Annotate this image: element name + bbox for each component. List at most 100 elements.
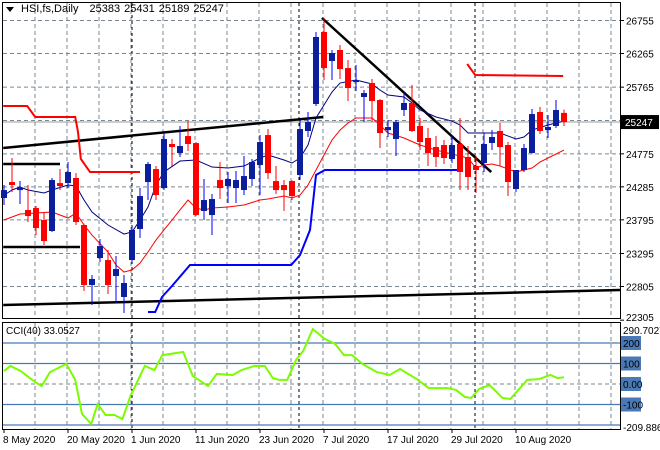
bear-candle: [57, 169, 63, 191]
bear-candle: [465, 146, 471, 190]
candle-body: [9, 182, 15, 186]
dropdown-triangle-icon[interactable]: [6, 6, 14, 12]
bull-candle: [49, 178, 55, 233]
candle-body: [97, 246, 103, 259]
bull-candle: [385, 120, 391, 137]
bear-candle: [289, 180, 295, 201]
bull-candle: [353, 65, 359, 92]
bull-candle: [529, 109, 535, 154]
bull-candle: [225, 172, 231, 203]
bear-candle: [417, 118, 423, 151]
bull-candle: [313, 32, 319, 107]
bull-candle: [161, 133, 167, 191]
candle-body: [281, 185, 287, 191]
bear-candle: [153, 166, 159, 201]
high-value: 25431: [124, 3, 155, 15]
candle-body: [417, 126, 423, 143]
current-price-box: [621, 115, 659, 130]
candle-body: [377, 100, 383, 134]
bull-candle: [113, 256, 119, 304]
candle-body: [129, 229, 135, 261]
bull-candle: [65, 162, 71, 189]
bear-candle: [497, 123, 503, 167]
bear-candle: [9, 158, 15, 193]
x-tick-label: 20 May 2020: [67, 435, 125, 446]
bear-candle: [345, 60, 351, 102]
cci-level-box: [621, 356, 641, 371]
candle-body: [321, 32, 327, 69]
bull-candle: [489, 130, 495, 151]
bear-candle: [321, 18, 327, 81]
bear-candle: [369, 79, 375, 123]
bull-candle: [361, 90, 367, 123]
price-tick-label: 24775: [626, 150, 654, 161]
upper-trendline: [3, 115, 324, 150]
candle-body: [529, 114, 535, 154]
bear-candle: [185, 121, 191, 152]
candle-body: [345, 68, 351, 89]
main-pane-frame: [2, 2, 621, 319]
lower-trendline: [3, 288, 621, 307]
candle-body: [49, 180, 55, 232]
bull-candle: [401, 93, 407, 116]
bear-candle: [281, 180, 287, 212]
bear-candle: [425, 128, 431, 167]
bull-candle: [97, 239, 103, 263]
candle-body: [169, 144, 175, 148]
chart-title: HSI,fs,Daily 25383 25431 25189 25247: [6, 3, 224, 15]
bull-candle: [297, 120, 303, 181]
bear-candle: [433, 136, 439, 168]
candle-body: [337, 49, 343, 70]
cci-title: CCI(40) 33.0527: [6, 326, 80, 337]
candle-body: [217, 180, 223, 189]
candle-body: [553, 109, 559, 127]
candle-body: [209, 199, 215, 216]
bull-candle: [249, 159, 255, 187]
bear-candle: [441, 140, 447, 165]
candle-body: [57, 183, 63, 187]
downtrend-line: [321, 17, 493, 173]
bear-candle: [193, 142, 199, 217]
candle-body: [185, 136, 191, 145]
candle-body: [313, 36, 319, 105]
bull-candle: [449, 136, 455, 163]
bull-candle: [329, 49, 335, 81]
bull-candle: [145, 162, 151, 201]
bull-candle: [89, 275, 95, 306]
bull-candle: [177, 126, 183, 157]
price-tick-label: 25765: [626, 83, 654, 94]
bear-candle: [265, 129, 271, 180]
x-tick-label: 1 Jun 2020: [131, 435, 181, 446]
candle-body: [73, 178, 79, 223]
candle-body: [25, 209, 31, 217]
symbol-label: HSI,fs,Daily: [21, 3, 79, 15]
candle-body: [537, 112, 543, 132]
candle-body: [17, 188, 23, 191]
candle-body: [473, 166, 479, 170]
candle-body: [305, 122, 311, 132]
candle-body: [481, 144, 487, 163]
candle-body: [81, 225, 87, 286]
cci-pane-frame: [2, 322, 621, 430]
bear-candle: [25, 185, 31, 223]
candle-body: [561, 112, 567, 123]
cci-value: 33.0527: [43, 326, 80, 337]
bear-candle: [409, 85, 415, 132]
bear-candle: [457, 118, 463, 190]
candle-body: [241, 176, 247, 190]
x-tick-label: 8 May 2020: [3, 435, 56, 446]
candle-body: [145, 164, 151, 183]
cci-level-box: [621, 377, 641, 391]
bear-candle: [561, 109, 567, 126]
candle-body: [233, 180, 239, 189]
bull-candle: [241, 156, 247, 196]
cci-level-box: [621, 397, 641, 412]
bear-candle: [473, 156, 479, 194]
candle-body: [265, 135, 271, 174]
x-tick-label: 23 Jun 2020: [259, 435, 314, 446]
candle-body: [545, 127, 551, 131]
candle-body: [161, 139, 167, 189]
candle-body: [329, 53, 335, 62]
bull-candle: [553, 100, 559, 129]
